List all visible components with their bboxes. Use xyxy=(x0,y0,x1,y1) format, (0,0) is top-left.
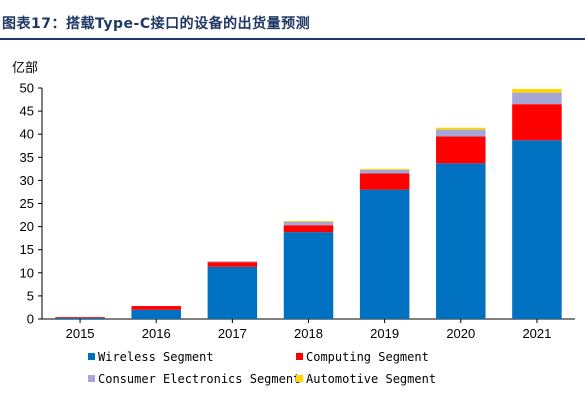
bar-wireless-segment-2018 xyxy=(283,232,334,319)
bar-consumer-electronics-segment-2017 xyxy=(207,261,258,263)
x-tick-label: 2021 xyxy=(522,326,551,341)
bar-stack-2018 xyxy=(283,221,334,319)
bar-consumer-electronics-segment-2020 xyxy=(436,129,486,137)
legend-swatch xyxy=(88,375,95,382)
bar-stack-2016 xyxy=(131,306,181,319)
x-tick-label: 2018 xyxy=(294,326,323,341)
legend-item: Computing Segment xyxy=(296,350,429,364)
bar-computing-segment-2018 xyxy=(283,225,334,233)
y-tick-label: 35 xyxy=(20,150,34,165)
bar-consumer-electronics-segment-2019 xyxy=(359,169,410,174)
bar-stack-2021 xyxy=(512,88,562,319)
legend-swatch xyxy=(296,375,303,382)
bar-stack-2020 xyxy=(436,127,486,319)
y-axis-unit-label: 亿部 xyxy=(12,61,38,76)
bar-stack-2015 xyxy=(55,317,105,319)
y-tick-label: 15 xyxy=(20,242,34,257)
x-tick-label: 2019 xyxy=(370,326,399,341)
bar-wireless-segment-2017 xyxy=(207,266,258,319)
x-tick-label: 2015 xyxy=(66,326,95,341)
bar-stack-2017 xyxy=(207,261,258,319)
x-tick-label: 2017 xyxy=(218,326,247,341)
legend-item: Wireless Segment xyxy=(88,350,214,364)
legend-swatch xyxy=(296,353,303,360)
y-tick-label: 10 xyxy=(20,265,34,280)
x-tick-label: 2016 xyxy=(142,326,171,341)
legend-label: Consumer Electronics Segment xyxy=(98,372,300,386)
y-tick-label: 20 xyxy=(20,219,34,234)
bar-consumer-electronics-segment-2018 xyxy=(283,221,334,226)
legend-label: Computing Segment xyxy=(306,350,429,364)
bar-stack-2019 xyxy=(359,168,410,319)
y-tick-label: 45 xyxy=(20,104,34,119)
chart-title: 图表17：搭载Type-C接口的设备的出货量预测 xyxy=(2,16,311,32)
chart-header: 图表17：搭载Type-C接口的设备的出货量预测 xyxy=(0,0,585,40)
bar-computing-segment-2017 xyxy=(207,262,258,267)
bar-automotive-segment-2018 xyxy=(283,221,334,222)
bar-computing-segment-2020 xyxy=(436,136,486,164)
y-tick-label: 5 xyxy=(27,288,34,303)
bar-consumer-electronics-segment-2021 xyxy=(512,92,562,105)
bar-computing-segment-2015 xyxy=(55,317,105,318)
y-tick-label: 30 xyxy=(20,173,34,188)
legend-label: Automotive Segment xyxy=(306,372,436,386)
x-axis-labels: 2015 2016 2017 2018 2019 2020 2021 xyxy=(66,319,551,341)
y-tick-label: 50 xyxy=(20,81,34,96)
bar-wireless-segment-2021 xyxy=(512,140,562,319)
y-tick-label: 25 xyxy=(20,196,34,211)
bar-wireless-segment-2015 xyxy=(55,317,105,319)
legend-item: Consumer Electronics Segment xyxy=(88,372,300,386)
bars-group xyxy=(55,88,562,319)
y-tick-label: 40 xyxy=(20,127,34,142)
bar-computing-segment-2016 xyxy=(131,306,181,310)
bar-computing-segment-2019 xyxy=(359,173,410,190)
bar-wireless-segment-2019 xyxy=(359,189,410,319)
bar-automotive-segment-2021 xyxy=(512,88,562,93)
legend-item: Automotive Segment xyxy=(296,372,436,386)
bar-wireless-segment-2020 xyxy=(436,163,486,319)
bar-automotive-segment-2019 xyxy=(359,168,410,170)
legend-swatch xyxy=(88,353,95,360)
legend: Wireless Segment Computing Segment Consume… xyxy=(88,350,436,386)
bar-computing-segment-2021 xyxy=(512,104,562,141)
bar-wireless-segment-2016 xyxy=(131,309,181,319)
y-tick-label: 0 xyxy=(27,312,34,327)
x-tick-label: 2020 xyxy=(446,326,475,341)
y-axis-ticks: 0 5 10 15 20 25 30 35 40 45 50 xyxy=(20,81,42,327)
bar-automotive-segment-2020 xyxy=(436,127,486,130)
legend-label: Wireless Segment xyxy=(98,350,214,364)
